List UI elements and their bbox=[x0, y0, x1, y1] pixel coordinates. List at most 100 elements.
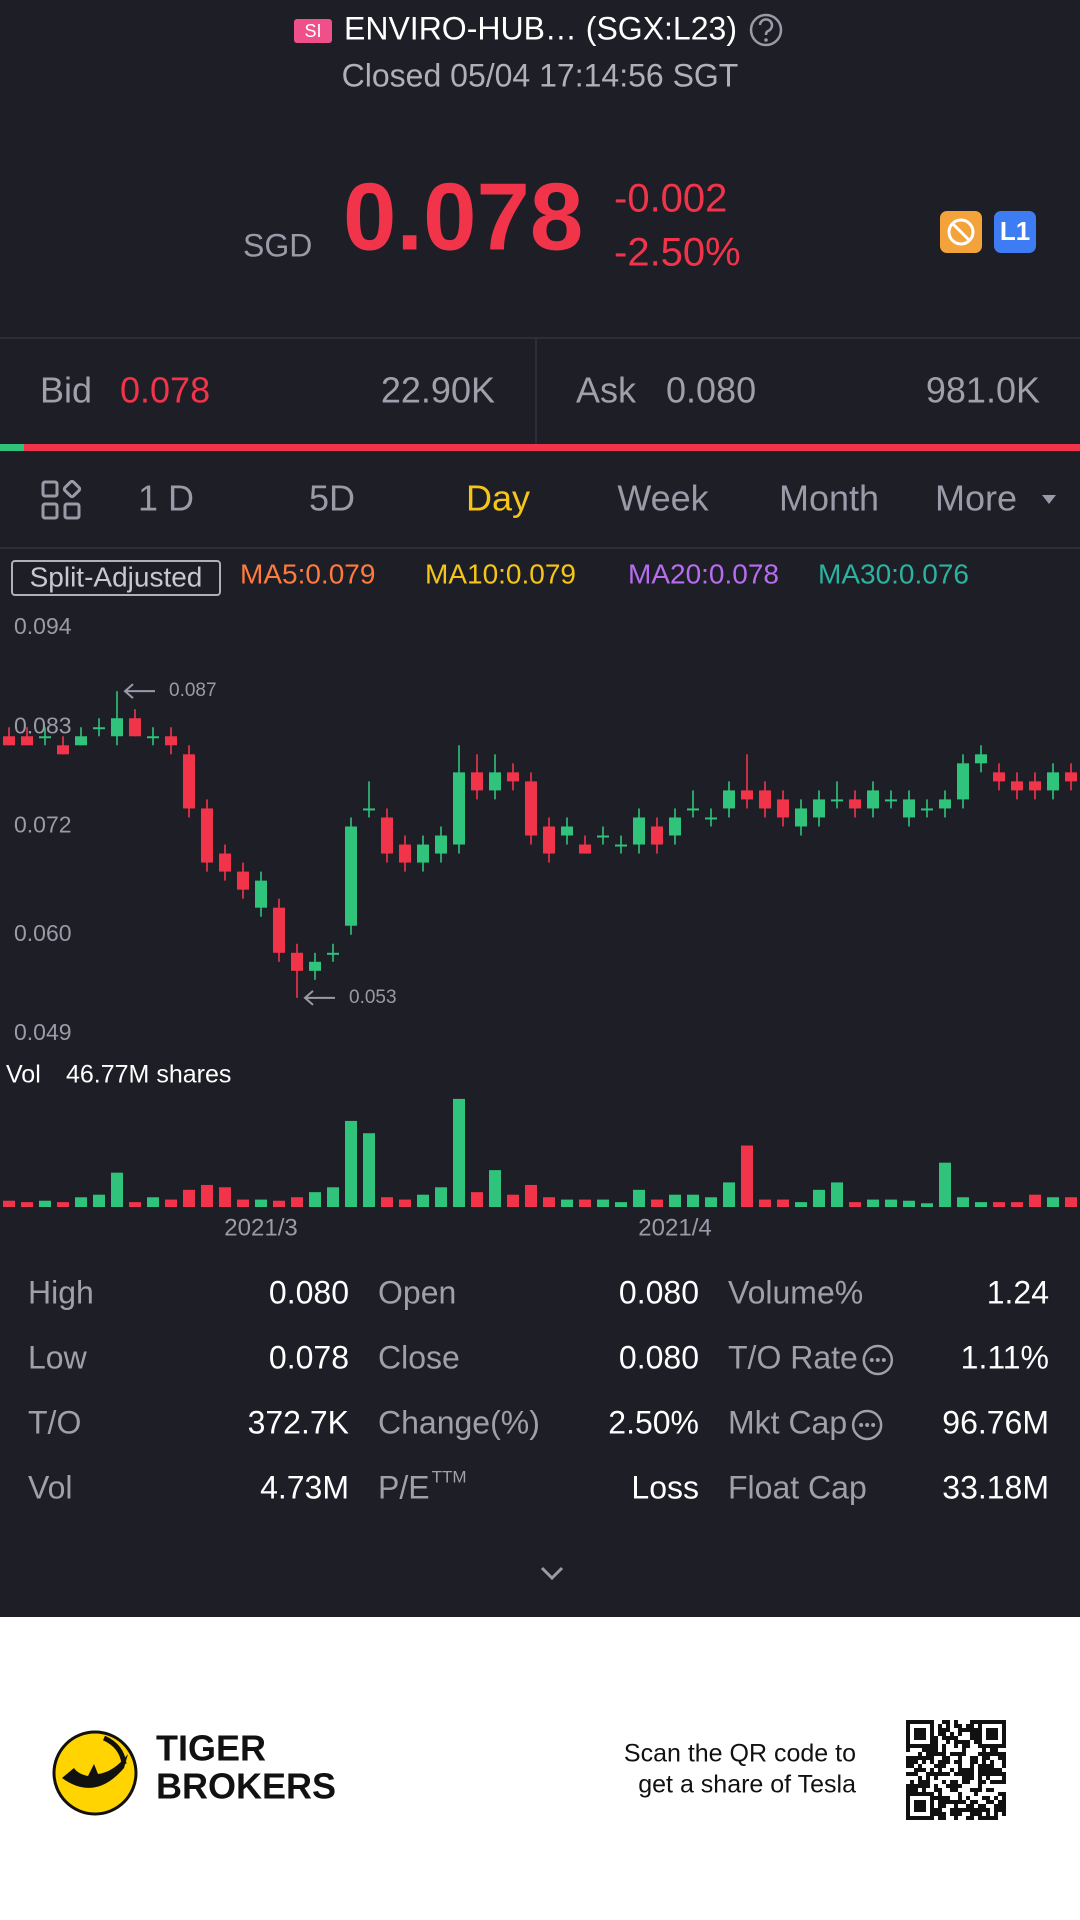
qr-module bbox=[926, 1792, 930, 1796]
qr-module bbox=[990, 1720, 994, 1724]
qr-module bbox=[914, 1760, 918, 1764]
qr-module bbox=[930, 1796, 934, 1800]
volume-bar bbox=[57, 1202, 69, 1207]
qr-module bbox=[986, 1812, 990, 1816]
layout-icon[interactable] bbox=[41, 479, 82, 520]
tab[interactable]: Day bbox=[466, 478, 530, 519]
qr-module bbox=[906, 1744, 910, 1748]
qr-module bbox=[934, 1748, 938, 1752]
qr-module bbox=[974, 1812, 978, 1816]
qr-module bbox=[978, 1804, 982, 1808]
stat-value: 372.7K bbox=[248, 1404, 349, 1440]
qr-module bbox=[962, 1776, 966, 1780]
qr-code[interactable] bbox=[906, 1720, 1006, 1820]
help-icon[interactable] bbox=[749, 13, 783, 47]
qr-module bbox=[906, 1760, 910, 1764]
qr-module bbox=[986, 1800, 990, 1804]
annotation-arrow bbox=[123, 683, 155, 699]
qr-module bbox=[986, 1768, 990, 1772]
info-icon[interactable] bbox=[851, 1409, 883, 1441]
adjust-box[interactable] bbox=[11, 560, 221, 596]
candle-body bbox=[669, 817, 681, 836]
expand-chevron[interactable] bbox=[540, 1566, 564, 1581]
qr-module bbox=[966, 1740, 970, 1744]
info-icon[interactable] bbox=[862, 1344, 894, 1376]
qr-module bbox=[978, 1744, 982, 1748]
qr-module bbox=[914, 1816, 918, 1820]
stat-value: 0.080 bbox=[619, 1339, 699, 1375]
volume-bar bbox=[795, 1202, 807, 1207]
level-icon[interactable] bbox=[994, 211, 1036, 253]
qr-module bbox=[970, 1768, 974, 1772]
volume-bar bbox=[237, 1199, 249, 1207]
qr-module bbox=[998, 1752, 1002, 1756]
candle-body bbox=[291, 952, 303, 971]
qr-module bbox=[978, 1772, 982, 1776]
qr-module bbox=[994, 1772, 998, 1776]
qr-module bbox=[906, 1788, 910, 1792]
qr-module bbox=[978, 1768, 982, 1772]
stat-value: 96.76M bbox=[942, 1404, 1049, 1440]
volume-bar bbox=[777, 1199, 789, 1207]
ask-ratio-bar bbox=[24, 444, 1080, 451]
qr-module bbox=[930, 1736, 934, 1740]
tab[interactable]: More bbox=[935, 478, 1017, 519]
qr-module bbox=[970, 1756, 974, 1760]
qr-module bbox=[954, 1812, 958, 1816]
volume-bar bbox=[129, 1202, 141, 1207]
tab[interactable]: Week bbox=[617, 478, 709, 519]
qr-module bbox=[962, 1768, 966, 1772]
qr-module bbox=[974, 1760, 978, 1764]
stat-label: Float Cap bbox=[728, 1469, 867, 1505]
qr-module bbox=[922, 1788, 926, 1792]
qr-module bbox=[906, 1728, 910, 1732]
candle-body bbox=[183, 754, 195, 809]
candle-body bbox=[129, 718, 141, 737]
currency: SGD bbox=[243, 227, 312, 263]
qr-module bbox=[946, 1740, 950, 1744]
volume-bar bbox=[255, 1199, 267, 1207]
last-price: 0.078 bbox=[343, 163, 583, 270]
candle-body bbox=[921, 808, 933, 811]
qr-module bbox=[946, 1736, 950, 1740]
qr-module bbox=[1002, 1764, 1006, 1768]
candle-body bbox=[957, 763, 969, 800]
candle-body bbox=[813, 799, 825, 818]
candle-body bbox=[453, 772, 465, 845]
qr-module bbox=[954, 1780, 958, 1784]
candle-body bbox=[561, 826, 573, 836]
qr-module bbox=[914, 1768, 918, 1772]
orange-icon[interactable] bbox=[940, 211, 982, 253]
qr-module bbox=[906, 1748, 910, 1752]
volume-bar bbox=[633, 1189, 645, 1207]
qr-module bbox=[1002, 1780, 1006, 1784]
candle-body bbox=[651, 826, 663, 845]
qr-module bbox=[930, 1768, 934, 1772]
tab[interactable]: 1 D bbox=[138, 478, 194, 519]
qr-module bbox=[918, 1800, 922, 1804]
qr-module bbox=[918, 1768, 922, 1772]
qr-module bbox=[994, 1780, 998, 1784]
tab[interactable]: 5D bbox=[309, 478, 355, 519]
stat-label: P/E bbox=[378, 1469, 430, 1505]
info-icon-dot bbox=[869, 1358, 874, 1362]
qr-module bbox=[970, 1736, 974, 1740]
candle-body bbox=[435, 835, 447, 854]
qr-module bbox=[986, 1816, 990, 1820]
qr-module bbox=[990, 1744, 994, 1748]
qr-module bbox=[978, 1724, 982, 1728]
qr-module bbox=[970, 1788, 974, 1792]
qr-module bbox=[958, 1812, 962, 1816]
qr-module bbox=[910, 1756, 914, 1760]
x-tick-label: 2021/4 bbox=[638, 1214, 711, 1241]
candle-body bbox=[849, 799, 861, 809]
bid-price: 0.078 bbox=[120, 370, 210, 411]
volume-bar bbox=[345, 1120, 357, 1207]
qr-module bbox=[1002, 1736, 1006, 1740]
qr-module bbox=[942, 1804, 946, 1808]
tab[interactable]: Month bbox=[779, 478, 879, 519]
qr-module bbox=[1002, 1740, 1006, 1744]
volume-bar bbox=[669, 1194, 681, 1207]
qr-module bbox=[962, 1744, 966, 1748]
